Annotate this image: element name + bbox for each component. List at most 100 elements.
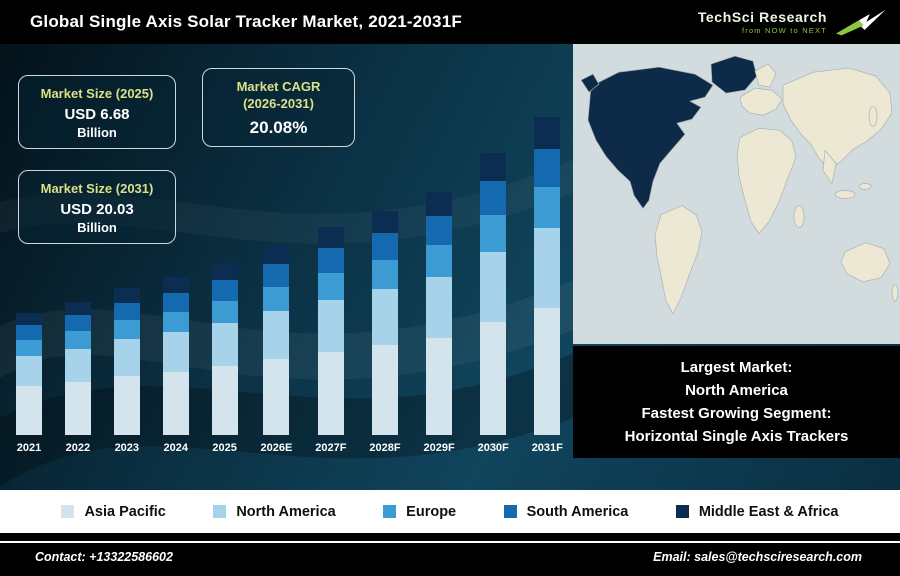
bar-segment-europe — [263, 286, 290, 312]
map-india — [822, 150, 837, 184]
bar-segment-europe — [426, 245, 453, 278]
x-axis-label-2031F: 2031F — [531, 442, 563, 454]
bar-segment-north-america — [317, 299, 344, 352]
highlight-line: Largest Market: — [680, 359, 793, 376]
legend-item-europe: Europe — [383, 504, 456, 520]
header-bar: Global Single Axis Solar Tracker Market,… — [0, 0, 900, 44]
bar-segment-north-america — [113, 339, 140, 377]
right-panel: Largest Market: North America Fastest Gr… — [573, 44, 900, 490]
bar-group-2021: 2021 — [16, 313, 42, 454]
bar-segment-asia-pacific — [211, 366, 238, 435]
stat-value: 20.08% — [249, 118, 308, 137]
stat-unit: Billion — [77, 220, 117, 235]
stacked-bar-chart: 2021 2022 2023 2024 2025 2026E 2027F 2028F 2029F… — [0, 44, 573, 490]
map-north-america — [587, 66, 714, 209]
highlight-line: Fastest Growing Segment: — [641, 405, 832, 422]
stat-box-market-size-2025: Market Size (2025) USD 6.68 Billion — [18, 75, 176, 149]
map-indonesia — [834, 190, 856, 199]
bar-segment-middle-east-africa — [480, 153, 507, 182]
stat-box-market-cagr: Market CAGR (2026-2031) 20.08% — [202, 68, 355, 147]
bar-group-2031F: 2031F — [532, 117, 563, 454]
bar-segment-europe — [162, 311, 189, 333]
bar-segment-middle-east-africa — [263, 245, 290, 264]
x-axis-label-2028F: 2028F — [369, 442, 401, 454]
bar-segment-north-america — [16, 355, 42, 387]
bar-2031F — [534, 117, 561, 435]
bar-segment-middle-east-africa — [371, 211, 398, 234]
bar-2027F — [317, 227, 344, 435]
bar-segment-middle-east-africa — [162, 277, 189, 293]
stat-value: USD 20.03 — [60, 201, 134, 218]
legend-swatch-icon — [675, 505, 689, 518]
bar-segment-asia-pacific — [263, 358, 290, 435]
bar-segment-middle-east-africa — [534, 117, 561, 149]
bar-segment-north-america — [480, 251, 507, 323]
map-africa — [736, 127, 797, 234]
bar-segment-asia-pacific — [16, 386, 42, 435]
legend-swatch-icon — [503, 505, 517, 518]
bar-2025 — [211, 263, 238, 435]
bar-segment-middle-east-africa — [426, 192, 453, 217]
logo-tagline: from NOW to NEXT — [741, 26, 827, 35]
bar-segment-europe — [371, 260, 398, 290]
map-greenland — [710, 55, 758, 94]
chart-legend: Asia Pacific North America Europe South Ame… — [0, 490, 900, 533]
map-scandinavia — [754, 63, 777, 88]
logo-name: TechSci Research — [697, 9, 827, 25]
bar-group-2030F: 2030F — [478, 153, 509, 454]
legend-label: North America — [236, 503, 336, 520]
stat-value: USD 6.68 — [64, 106, 130, 123]
legend-label: Middle East & Africa — [698, 503, 839, 520]
bar-segment-south-america — [64, 315, 91, 332]
bar-segment-south-america — [263, 264, 290, 287]
legend-item-south-america: South America — [503, 503, 629, 520]
x-axis-label-2027F: 2027F — [315, 442, 347, 454]
bar-segment-europe — [64, 331, 91, 349]
legend-swatch-icon — [213, 505, 227, 518]
market-highlights-box: Largest Market: North America Fastest Gr… — [573, 346, 900, 458]
map-australia — [840, 242, 891, 283]
bar-segment-south-america — [16, 325, 42, 340]
bar-segment-europe — [16, 339, 42, 356]
bar-segment-north-america — [426, 277, 453, 338]
main-region: 2021 2022 2023 2024 2025 2026E 2027F 2028F 2029F… — [0, 44, 900, 490]
bar-group-2028F: 2028F — [369, 211, 401, 454]
bar-segment-north-america — [162, 332, 189, 372]
bar-segment-south-america — [426, 216, 453, 246]
bar-group-2022: 2022 — [64, 302, 91, 454]
footer-row: Contact: +13322586602 Email: sales@techs… — [35, 550, 862, 564]
bar-segment-asia-pacific — [162, 371, 189, 435]
bar-segment-middle-east-africa — [16, 313, 42, 326]
bar-2022 — [64, 302, 91, 435]
x-axis-label-2024: 2024 — [163, 442, 188, 454]
contact-phone: Contact: +13322586602 — [35, 550, 173, 564]
bar-group-2023: 2023 — [113, 288, 140, 454]
footer-divider — [0, 541, 900, 543]
legend-swatch-icon — [383, 505, 397, 518]
bar-segment-south-america — [480, 181, 507, 216]
bar-segment-south-america — [162, 292, 189, 312]
bar-segment-europe — [480, 215, 507, 252]
bar-group-2027F: 2027F — [315, 227, 346, 454]
bar-segment-south-america — [211, 280, 238, 301]
x-axis-label-2025: 2025 — [212, 442, 237, 454]
bar-2023 — [113, 288, 140, 435]
stat-box-market-size-2031: Market Size (2031) USD 20.03 Billion — [18, 170, 176, 244]
legend-item-asia-pacific: Asia Pacific — [61, 504, 166, 520]
bar-group-2024: 2024 — [162, 277, 189, 454]
bar-segment-south-america — [113, 302, 140, 321]
bar-segment-middle-east-africa — [211, 263, 238, 281]
map-europe — [739, 87, 783, 116]
bar-segment-asia-pacific — [371, 345, 398, 435]
bar-segment-south-america — [371, 233, 398, 261]
legend-label: Europe — [406, 503, 457, 520]
bar-segment-north-america — [64, 348, 91, 382]
stat-label: Market Size (2031) — [40, 181, 154, 196]
legend-label: South America — [526, 503, 629, 520]
legend-item-middle-east-africa: Middle East & Africa — [675, 503, 839, 520]
stat-label: Market Size (2025) — [40, 86, 154, 101]
bar-group-2026E: 2026E — [260, 245, 293, 454]
x-axis-label-2026E: 2026E — [260, 442, 293, 454]
bar-segment-europe — [113, 320, 140, 340]
bar-2029F — [426, 192, 453, 435]
